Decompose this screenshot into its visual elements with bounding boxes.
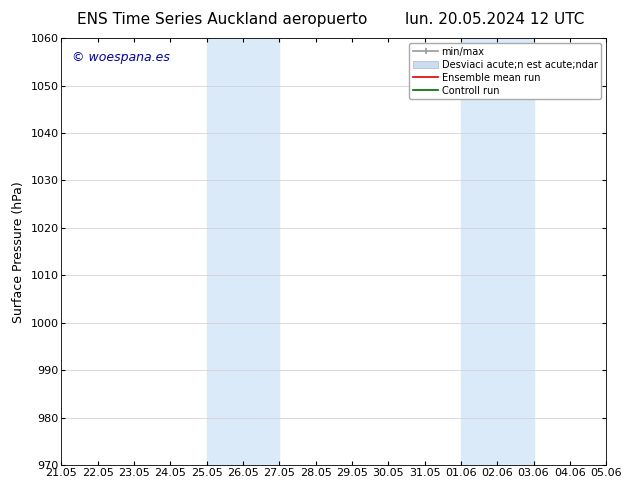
Legend: min/max, Desviaci acute;n est acute;ndar, Ensemble mean run, Controll run: min/max, Desviaci acute;n est acute;ndar…: [410, 43, 601, 99]
Y-axis label: Surface Pressure (hPa): Surface Pressure (hPa): [12, 181, 25, 322]
Text: ENS Time Series Auckland aeropuerto: ENS Time Series Auckland aeropuerto: [77, 12, 367, 27]
Bar: [461, 38, 534, 465]
Text: © woespana.es: © woespana.es: [72, 51, 170, 64]
Text: lun. 20.05.2024 12 UTC: lun. 20.05.2024 12 UTC: [405, 12, 584, 27]
Bar: [207, 38, 280, 465]
